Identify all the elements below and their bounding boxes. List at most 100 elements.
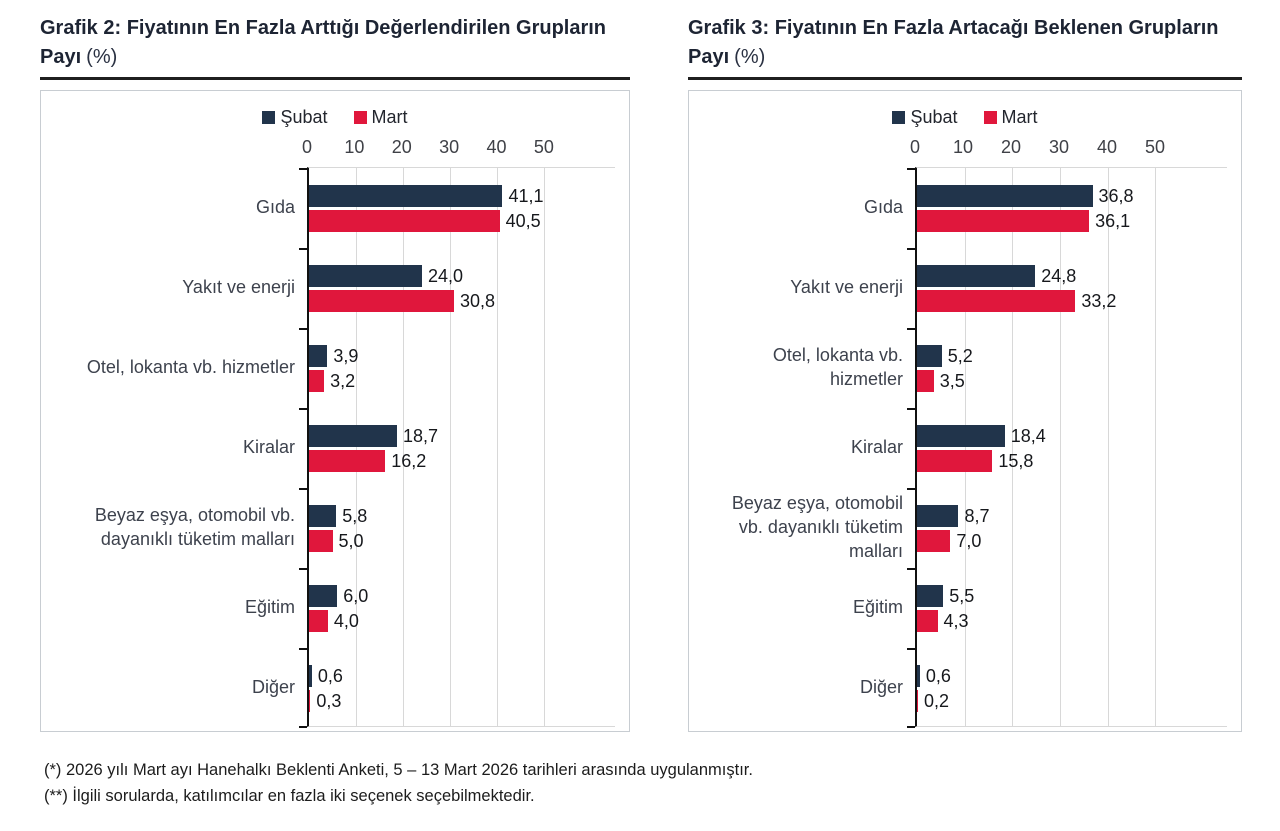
bar-value-label: 36,8: [1098, 185, 1134, 206]
category-label: Beyaz eşya, otomobil vb. dayanıklı tüket…: [731, 492, 903, 562]
bar-value-label: 5,8: [342, 505, 368, 526]
footnote-1: (*) 2026 yılı Mart ayı Hanehalkı Beklent…: [44, 761, 753, 779]
bar-value-label: 5,2: [947, 345, 973, 366]
bar-mart: [917, 449, 993, 472]
bar-subat: [917, 584, 944, 607]
bar-group: 36,8 36,1: [917, 168, 1227, 248]
bar-subat: [309, 504, 337, 527]
bar-value-label: 6,0: [343, 585, 369, 606]
bar-group: 18,4 15,8: [917, 408, 1227, 488]
legend-item-subat: Şubat: [262, 107, 328, 128]
subat-swatch-icon: [262, 110, 276, 124]
bar-group: 8,7 7,0: [917, 488, 1227, 568]
category-label: Otel, lokanta vb. hizmetler: [86, 356, 295, 377]
gridline: [964, 168, 966, 726]
category-label: Kiralar: [850, 436, 903, 457]
category-label: Gıda: [863, 196, 903, 217]
bar-line: 24,0: [309, 264, 615, 287]
category-label: Otel, lokanta vb. hizmetler: [772, 344, 903, 389]
axis-tick-mark: [907, 408, 915, 410]
grafik3-legend: Şubat Mart: [703, 105, 1227, 129]
bar-value-label: 15,8: [998, 450, 1034, 471]
bar-line: 0,6: [917, 664, 1227, 687]
bar-subat: [309, 264, 422, 287]
x-tick-label: 20: [1000, 137, 1021, 157]
grafik3-title-unit: (%): [734, 46, 766, 68]
gridline: [544, 168, 546, 726]
bar-subat: [309, 344, 328, 367]
bar-value-label: 0,3: [316, 690, 342, 711]
bar-line: 30,8: [309, 289, 615, 312]
bar-subat: [309, 664, 312, 687]
bar-subat: [917, 344, 942, 367]
axis-tick-labels: 0 10 20 30 40 50: [302, 131, 615, 161]
category-label: Kiralar: [242, 436, 295, 457]
bar-mart: [309, 609, 328, 632]
gridline: [497, 168, 499, 726]
category-label: Eğitim: [244, 596, 295, 617]
x-tick-label: 40: [486, 137, 507, 157]
grafik3-title: Grafik 3: Fiyatının En Fazla Artacağı Be…: [688, 14, 1242, 74]
axis-tick-mark: [907, 648, 915, 650]
bar-group: 3,9 3,2: [309, 328, 615, 408]
bar-value-label: 7,0: [956, 530, 982, 551]
bar-line: 36,8: [917, 184, 1227, 207]
grafik2-x-axis: 0 10 20 30 40 50: [55, 131, 615, 161]
bar-line: 3,5: [917, 369, 1227, 392]
axis-tick-mark: [299, 328, 307, 330]
bar-subat: [917, 664, 920, 687]
bar-mart: [309, 209, 500, 232]
grafik2-panel: Şubat Mart 0 10 20 30 40 50 Gıda Yakıt ve ener…: [40, 90, 630, 732]
bar-value-label: 8,7: [964, 505, 990, 526]
bar-line: 18,7: [309, 424, 615, 447]
category-label: Beyaz eşya, otomobil vb. dayanıklı tüket…: [94, 504, 295, 549]
grafik2-title-unit: (%): [86, 46, 118, 68]
bar-value-label: 40,5: [505, 210, 541, 231]
footnotes: (*) 2026 yılı Mart ayı Hanehalkı Beklent…: [40, 758, 1242, 809]
category-label: Gıda: [255, 196, 295, 217]
bar-value-label: 4,3: [943, 610, 969, 631]
gridline: [1012, 168, 1014, 726]
bar-mart: [309, 689, 311, 712]
bar-line: 5,2: [917, 344, 1227, 367]
grafik2-title-text: Grafik 2: Fiyatının En Fazla Arttığı Değ…: [40, 17, 607, 68]
axis-tick-mark: [299, 408, 307, 410]
grafik3-section: Grafik 3: Fiyatının En Fazla Artacağı Be…: [688, 14, 1242, 732]
axis-spacer: [55, 131, 307, 161]
bar-group: 24,0 30,8: [309, 248, 615, 328]
bar-subat: [917, 504, 959, 527]
x-tick-label: 0: [301, 137, 313, 157]
category-labels: Gıda Yakıt ve enerji Otel, lokanta vb. hiz…: [55, 167, 307, 727]
bar-line: 5,8: [309, 504, 615, 527]
bar-subat: [309, 584, 338, 607]
bar-value-label: 24,0: [427, 265, 464, 286]
legend-item-mart: Mart: [983, 107, 1038, 128]
legend-label-mart: Mart: [371, 106, 408, 127]
category-label: Diğer: [251, 676, 295, 697]
bar-subat: [917, 184, 1093, 207]
grafik3-title-underline: [688, 77, 1242, 80]
category-labels: Gıda Yakıt ve enerji Otel, lokanta vb. hiz…: [703, 167, 915, 727]
axis-tick-mark: [299, 568, 307, 570]
bar-group: 0,6 0,2: [917, 648, 1227, 728]
bar-line: 24,8: [917, 264, 1227, 287]
bar-mart: [309, 449, 386, 472]
bar-line: 33,2: [917, 289, 1227, 312]
bar-line: 8,7: [917, 504, 1227, 527]
bar-line: 15,8: [917, 449, 1227, 472]
bar-mart: [309, 289, 454, 312]
bar-mart: [917, 209, 1090, 232]
bar-value-label: 33,2: [1081, 290, 1117, 311]
bar-value-label: 0,6: [925, 665, 951, 686]
bar-mart: [917, 289, 1076, 312]
bar-mart: [309, 529, 333, 552]
legend-item-subat: Şubat: [892, 107, 958, 128]
bar-value-label: 16,2: [391, 450, 427, 471]
axis-spacer: [703, 131, 915, 161]
grafik3-title-text: Grafik 3: Fiyatının En Fazla Artacağı Be…: [688, 17, 1219, 68]
bar-group: 6,0 4,0: [309, 568, 615, 648]
bar-line: 0,3: [309, 689, 615, 712]
x-tick-label: 30: [1048, 137, 1070, 157]
bar-subat: [309, 184, 503, 207]
report-page: Grafik 2: Fiyatının En Fazla Arttığı Değ…: [40, 14, 1242, 809]
